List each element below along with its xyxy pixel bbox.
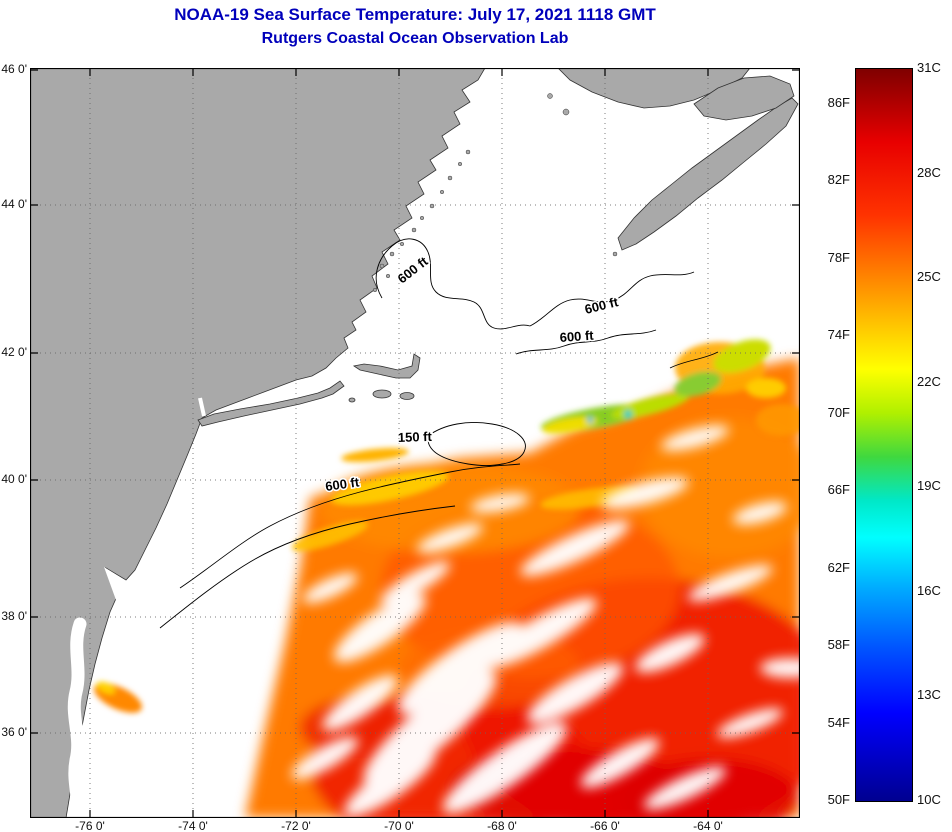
block-island bbox=[348, 397, 356, 403]
x-tick-label: -72 0' bbox=[281, 819, 311, 832]
contour-label-600ft-4: 600 ft bbox=[324, 474, 360, 494]
y-tick-label: 46 0' bbox=[1, 62, 27, 76]
colorbar-c-label: 31C bbox=[917, 60, 941, 75]
contour-label-600ft-3: 600 ft bbox=[559, 328, 595, 345]
x-tick-label: -64 0' bbox=[693, 819, 723, 832]
colorbar-f-label: 86F bbox=[827, 95, 850, 110]
x-tick-label: -76 0' bbox=[75, 819, 105, 832]
cloud-layer bbox=[291, 425, 800, 817]
page-subtitle: Rutgers Coastal Ocean Observation Lab bbox=[261, 30, 569, 47]
colorbar-f-label: 62F bbox=[827, 560, 850, 575]
colorbar-f-label: 50F bbox=[827, 792, 850, 807]
colorbar-f-label: 58F bbox=[827, 637, 850, 652]
y-tick-label: 42 0' bbox=[1, 345, 27, 359]
temperature-colorbar bbox=[855, 68, 913, 802]
colorbar-c-label: 10C bbox=[917, 792, 941, 807]
nantucket bbox=[399, 392, 415, 400]
colorbar-f-label: 54F bbox=[827, 715, 850, 730]
colorbar-f-label: 78F bbox=[827, 250, 850, 265]
colorbar-f-label: 74F bbox=[827, 327, 850, 342]
colorbar-c-label: 22C bbox=[917, 374, 941, 389]
sst-detail-layer bbox=[93, 339, 800, 713]
colorbar-c-label: 16C bbox=[917, 583, 941, 598]
mainland-coast bbox=[30, 68, 486, 818]
x-tick-label: -70 0' bbox=[384, 819, 414, 832]
y-tick-label: 38 0' bbox=[1, 609, 27, 623]
colorbar-c-label: 28C bbox=[917, 165, 941, 180]
contour-layer bbox=[159, 238, 719, 629]
grid-layer bbox=[30, 68, 800, 818]
page-title: NOAA-19 Sea Surface Temperature: July 17… bbox=[174, 5, 656, 24]
x-tick-label: -74 0' bbox=[178, 819, 208, 832]
colorbar-c-label: 19C bbox=[917, 478, 941, 493]
maine-coast-islands bbox=[372, 93, 618, 293]
colorbar-f-label: 70F bbox=[827, 405, 850, 420]
cape-cod bbox=[352, 353, 421, 379]
colorbar-c-label: 25C bbox=[917, 269, 941, 284]
y-tick-label: 40 0' bbox=[1, 472, 27, 486]
y-tick-label: 44 0' bbox=[1, 197, 27, 211]
tick-marks bbox=[30, 68, 800, 818]
cape-breton bbox=[693, 75, 795, 121]
x-tick-label: -66 0' bbox=[590, 819, 620, 832]
plot-frame bbox=[30, 68, 800, 818]
marthas-vineyard bbox=[372, 389, 392, 399]
map-plot: 600 ft 600 ft 600 ft 150 ft 600 ft bbox=[30, 68, 800, 818]
delaware-bay bbox=[104, 567, 128, 600]
x-tick-label: -68 0' bbox=[487, 819, 517, 832]
hudson-river bbox=[198, 397, 206, 417]
colorbar-f-label: 82F bbox=[827, 172, 850, 187]
contour-label-150ft: 150 ft bbox=[398, 429, 433, 445]
y-tick-label: 36 0' bbox=[1, 725, 27, 739]
long-island bbox=[197, 380, 345, 427]
new-brunswick bbox=[557, 68, 751, 109]
colorbar-c-label: 13C bbox=[917, 687, 941, 702]
chesapeake-bay bbox=[67, 617, 87, 818]
colorbar-f-label: 66F bbox=[827, 482, 850, 497]
